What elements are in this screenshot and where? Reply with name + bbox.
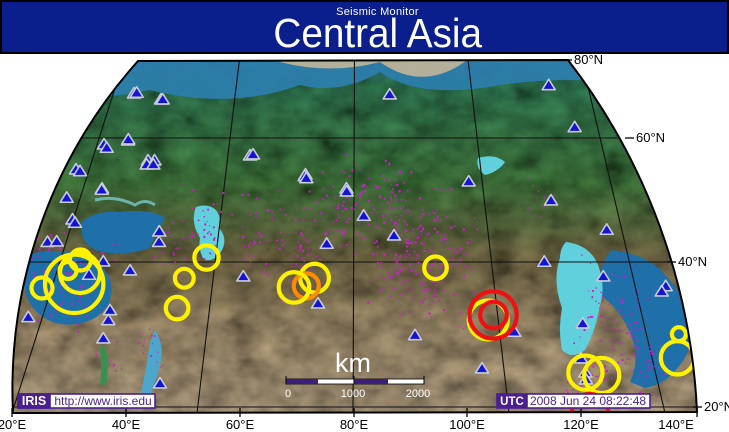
svg-text:UTC: UTC — [500, 396, 524, 408]
svg-text:140°E: 140°E — [658, 417, 694, 432]
svg-text:80°E: 80°E — [340, 417, 369, 432]
svg-text:0: 0 — [285, 388, 291, 400]
svg-text:40°E: 40°E — [112, 417, 141, 432]
svg-text:20°N: 20°N — [704, 399, 729, 414]
svg-text:20°E: 20°E — [0, 417, 26, 432]
svg-text:1000: 1000 — [341, 388, 365, 400]
svg-text:100°E: 100°E — [449, 417, 485, 432]
svg-text:40°N: 40°N — [678, 254, 707, 269]
svg-text:IRIS: IRIS — [22, 394, 46, 408]
svg-text:http://www.iris.edu: http://www.iris.edu — [54, 394, 151, 408]
svg-text:2008 Jun 24 08:22:48: 2008 Jun 24 08:22:48 — [530, 394, 646, 408]
svg-text:60°E: 60°E — [226, 417, 255, 432]
svg-text:km: km — [335, 348, 371, 378]
svg-text:60°N: 60°N — [636, 130, 665, 145]
svg-text:120°E: 120°E — [563, 417, 599, 432]
svg-text:2000: 2000 — [406, 388, 430, 400]
